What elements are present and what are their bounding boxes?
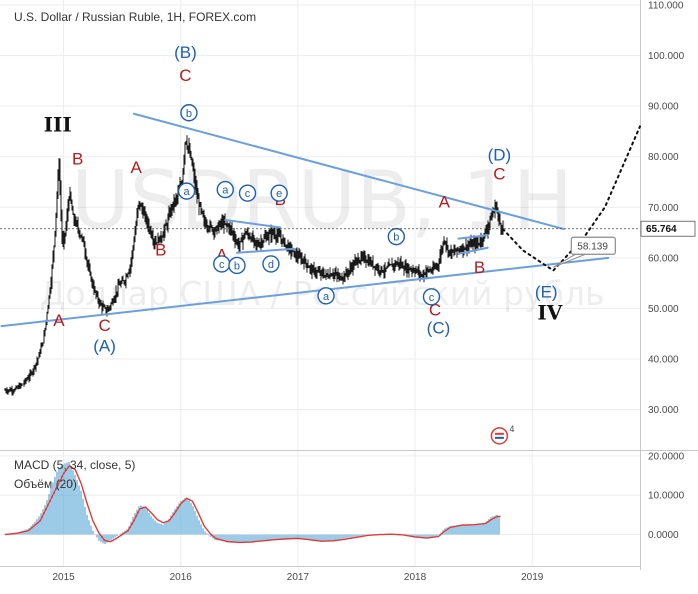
trendline-lower-channel[interactable] [0,256,610,328]
trendline-triangle-lower[interactable] [235,247,296,254]
circled-wave-label: a [323,291,330,303]
wave-label: (D) [488,145,512,164]
wave-label: (E) [535,282,558,301]
price-tick-label: 80.000 [648,152,679,163]
wave-label: (A) [93,336,116,355]
target-callout-box [570,236,616,255]
price-tick-label: 60.000 [648,253,679,264]
projection-path [501,125,641,272]
event-icon-stripe [494,436,504,439]
circled-wave-label: a [184,186,191,198]
trendline-upper-channel[interactable] [132,112,565,231]
wave-label: (C) [427,319,451,338]
circled-wave-label: c [429,292,435,304]
event-icon-stripe [494,432,504,435]
circled-wave-label: b [186,108,192,120]
circled-wave-marker [262,255,280,273]
chart-title: U.S. Dollar / Russian Ruble, 1H, FOREX.c… [14,10,256,24]
wave-label: B [474,258,485,277]
time-tick-label: 2019 [521,572,544,583]
price-tick-label: 30.000 [648,405,679,416]
macd-tick-label: 10.0000 [648,491,685,502]
circled-wave-marker [228,256,246,275]
price-tick-label: 50.000 [648,304,679,315]
axis-labels: 30.000 40.000 50.000 60.000 70.000 80.000 90.0… [52,1,684,583]
flag-icon[interactable]: 4 [490,424,514,445]
macd-signal-line [4,464,501,544]
circled-wave-label: b [234,260,240,272]
wave-label: III [44,112,72,136]
trendline-flag-lower[interactable] [457,246,489,255]
wave-label: A [53,311,65,330]
circled-wave-marker [238,184,257,202]
last-price-value: 65.764 [646,224,677,235]
price-tick-label: 90.000 [648,102,679,113]
circled-wave-label: c [219,259,225,271]
event-count: 4 [509,424,514,434]
circled-wave-marker [216,180,234,199]
wave-label: C [179,66,191,85]
wave-label: C [493,164,505,183]
circled-wave-label: b [393,232,399,244]
time-tick-label: 2015 [52,572,75,583]
time-tick-label: 2017 [287,572,310,583]
price-tick-label: 40.000 [648,354,679,365]
price-tick-label: 100.000 [648,51,685,62]
volume-legend: Объём (20) [14,477,77,491]
target-callout[interactable]: 58.139 [553,236,616,268]
circled-wave-marker [177,182,196,200]
wave-label: A [131,158,143,177]
wave-label: B [155,240,166,259]
circled-wave-marker [422,288,441,306]
macd-tick-label: 20.0000 [648,451,685,462]
circled-wave-label: c [245,188,251,200]
price-tick-label: 110.000 [648,1,684,12]
price-series [4,135,504,396]
macd-legend: MACD (5, 34, close, 5) [14,458,135,472]
wave-labels: IIIBAC(A)AB(B)CBAA(D)CBC(C)(E)IVbaacecbd… [44,43,563,355]
projection-line [501,125,641,272]
circled-wave-label: d [268,259,274,271]
time-tick-label: 2016 [170,572,193,583]
macd-pane [4,461,501,545]
circled-wave-label: e [276,188,282,200]
circled-wave-marker [270,184,288,202]
wave-label: (B) [174,43,197,62]
macd-tick-label: 0.0000 [648,530,679,541]
trendline-flag-upper[interactable] [457,234,489,240]
price-tick-label: 70.000 [648,203,679,214]
event-icon-ring [490,427,509,445]
target-value: 58.139 [577,241,608,252]
circled-wave-marker [317,287,335,305]
wave-label: B [72,149,83,168]
time-tick-label: 2018 [404,572,427,583]
wave-label: IV [537,301,562,325]
trendline-triangle-upper[interactable] [224,218,282,229]
circled-wave-label: a [222,185,229,197]
last-price-badge-box [640,220,696,237]
wave-label: C [98,316,110,335]
last-price-badge: 65.764 [640,220,696,237]
wave-label: A [439,192,451,211]
circled-wave-marker [180,104,198,122]
trendlines[interactable] [0,112,610,328]
